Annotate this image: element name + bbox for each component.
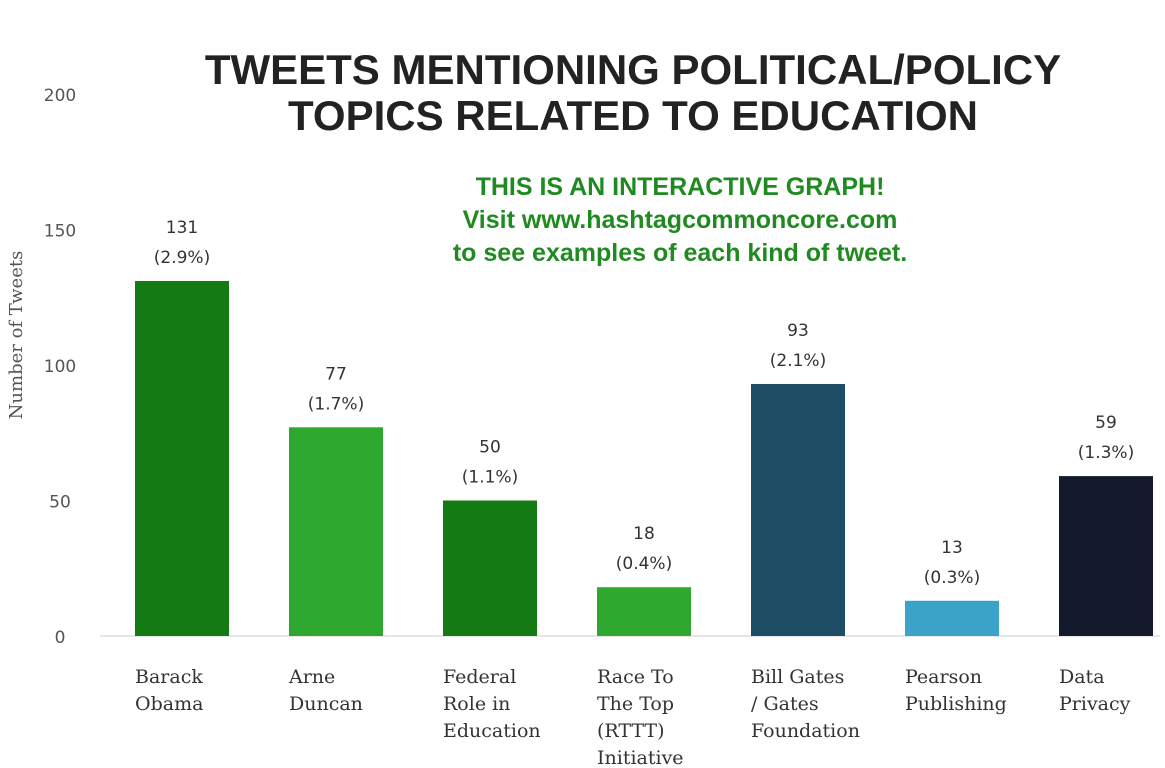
category-label: Education: [443, 720, 541, 742]
category-label: Barack: [135, 666, 203, 688]
bar: [597, 587, 691, 636]
y-tick-label: 0: [55, 628, 66, 648]
category-label: Race To: [597, 666, 674, 688]
bar: [135, 280, 229, 636]
category-label: Pearson: [905, 666, 982, 688]
chart-title: TWEETS MENTIONING POLITICAL/POLICYTOPICS…: [205, 46, 1061, 139]
bar: [443, 500, 537, 636]
data-label-percent: (1.1%): [462, 468, 518, 488]
y-tick-label: 200: [44, 86, 76, 106]
category-label: Role in: [443, 693, 510, 715]
category-label: Bill Gates: [751, 666, 844, 688]
category-label: Data: [1059, 666, 1105, 688]
promo-line-3: to see examples of each kind of tweet.: [453, 239, 907, 267]
data-label-percent: (2.1%): [770, 351, 826, 371]
data-label-value: 50: [479, 438, 501, 458]
data-label-value: 93: [787, 321, 809, 341]
chart-title-line-1: TWEETS MENTIONING POLITICAL/POLICY: [205, 46, 1061, 93]
y-tick-label: 150: [44, 222, 76, 242]
data-label-value: 18: [633, 524, 655, 544]
data-labels: 131 (2.9%) 77 (1.7%) 50 (1.1%) 18 (0.4%) 93 (2.1%…: [154, 218, 1134, 588]
data-label-value: 59: [1095, 413, 1117, 433]
data-label-percent: (1.3%): [1078, 443, 1134, 463]
data-label-percent: (1.7%): [308, 394, 364, 414]
category-label: Publishing: [905, 693, 1007, 715]
data-label-percent: (2.9%): [154, 248, 210, 268]
category-label: Initiative: [597, 747, 684, 768]
category-label: Privacy: [1059, 693, 1131, 715]
y-tick-label: 100: [44, 357, 76, 377]
category-label: (RTTT): [597, 720, 665, 742]
data-label-value: 13: [941, 538, 963, 558]
category-label: / Gates: [751, 693, 819, 715]
category-label: Obama: [135, 693, 203, 715]
bar: [905, 600, 999, 636]
data-label-percent: (0.4%): [616, 554, 672, 574]
bar: [1059, 476, 1153, 636]
category-label: The Top: [597, 693, 674, 715]
data-label-percent: (0.3%): [924, 568, 980, 588]
y-axis-ticks: 0 50 100 150 200: [44, 86, 76, 648]
category-labels: Barack Obama Arne Duncan Federal Role in Educa…: [135, 666, 1131, 768]
data-label-value: 131: [166, 218, 198, 238]
y-axis-label: Number of Tweets: [6, 251, 27, 420]
chart-title-line-2: TOPICS RELATED TO EDUCATION: [288, 92, 978, 139]
y-tick-label: 50: [49, 493, 71, 513]
category-label: Duncan: [289, 693, 363, 715]
data-label-value: 77: [325, 364, 347, 384]
bar: [289, 427, 383, 636]
bars: [135, 280, 1153, 636]
category-label: Arne: [288, 666, 335, 688]
promo-line-2: Visit www.hashtagcommoncore.com: [463, 206, 898, 234]
category-label: Foundation: [751, 720, 860, 742]
promo-line-1: THIS IS AN INTERACTIVE GRAPH!: [476, 173, 885, 201]
bar: [751, 383, 845, 636]
interactive-graph-note: THIS IS AN INTERACTIVE GRAPH! Visit www.…: [453, 173, 907, 267]
category-label: Federal: [443, 666, 516, 688]
